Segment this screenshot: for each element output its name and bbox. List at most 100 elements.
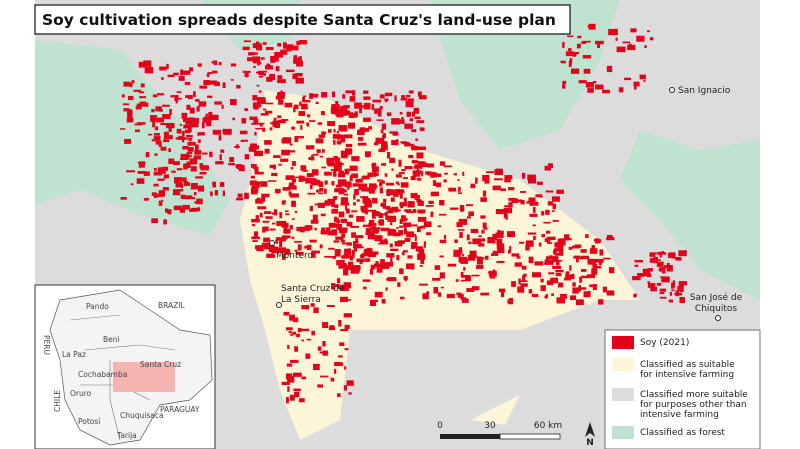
soy-patch — [251, 236, 260, 240]
soy-patch — [242, 46, 250, 51]
soy-patch — [658, 252, 667, 255]
soy-patch — [466, 288, 475, 292]
soy-patch — [371, 186, 374, 192]
soy-patch — [460, 279, 466, 282]
soy-patch — [162, 104, 170, 107]
soy-patch — [389, 243, 393, 248]
soy-patch — [340, 138, 346, 143]
soy-patch — [334, 252, 341, 257]
soy-patch — [396, 174, 402, 178]
soy-patch — [340, 218, 348, 223]
soy-patch — [417, 209, 426, 213]
place-label: Montero — [276, 251, 314, 261]
soy-patch — [256, 247, 264, 252]
soy-patch — [272, 222, 276, 225]
soy-patch — [677, 285, 681, 292]
soy-patch — [363, 96, 371, 100]
soy-patch — [334, 188, 343, 193]
soy-patch — [583, 291, 591, 298]
soy-patch — [380, 262, 390, 269]
soy-patch — [207, 72, 213, 75]
soy-patch — [236, 144, 239, 149]
soy-patch — [274, 188, 281, 194]
soy-patch — [309, 184, 313, 190]
soy-patch — [284, 44, 294, 49]
soy-patch — [243, 40, 251, 43]
soy-patch — [482, 190, 487, 197]
soy-patch — [374, 235, 383, 242]
soy-patch — [615, 37, 618, 41]
soy-patch — [538, 195, 543, 198]
soy-patch — [420, 225, 426, 229]
soy-patch — [236, 197, 244, 201]
soy-patch — [256, 84, 260, 87]
soy-patch — [387, 277, 395, 280]
soy-patch — [481, 229, 485, 234]
soy-patch — [163, 135, 173, 140]
soy-patch — [603, 257, 611, 260]
soy-patch — [133, 89, 142, 92]
soy-patch — [134, 129, 140, 133]
soy-patch — [317, 202, 325, 208]
soy-patch — [258, 70, 263, 76]
soy-patch — [271, 172, 278, 177]
soy-patch — [550, 277, 558, 284]
soy-patch — [286, 375, 293, 380]
soy-patch — [257, 206, 267, 210]
soy-patch — [602, 286, 607, 293]
soy-patch — [592, 248, 595, 254]
soy-patch — [439, 161, 446, 166]
soy-patch — [371, 197, 378, 204]
soy-patch — [270, 56, 279, 62]
soy-patch — [236, 84, 241, 89]
soy-patch — [564, 234, 570, 239]
soy-patch — [606, 65, 613, 73]
soy-patch — [306, 338, 312, 341]
soy-patch — [162, 114, 171, 120]
soy-patch — [253, 65, 256, 68]
soy-patch — [484, 255, 489, 260]
soy-patch — [374, 172, 379, 176]
soy-patch — [143, 60, 152, 67]
soy-patch — [356, 199, 360, 202]
soy-patch — [340, 150, 349, 157]
soy-patch — [548, 272, 555, 275]
soy-patch — [230, 79, 234, 81]
soy-patch — [399, 189, 405, 194]
soy-patch — [418, 162, 428, 168]
soy-patch — [183, 124, 191, 129]
soy-patch — [568, 60, 572, 67]
soy-patch — [310, 303, 315, 307]
soy-patch — [152, 94, 158, 98]
soy-patch — [280, 49, 288, 55]
inset-label: Tarija — [116, 431, 137, 440]
soy-patch — [346, 208, 350, 214]
soy-patch — [262, 42, 267, 45]
soy-patch — [634, 264, 639, 267]
soy-patch — [267, 148, 270, 154]
soy-patch — [376, 267, 383, 273]
soy-patch — [606, 234, 613, 240]
soy-patch — [330, 169, 337, 171]
soy-patch — [324, 255, 334, 258]
soy-patch — [486, 171, 494, 174]
soy-patch — [437, 225, 442, 228]
soy-patch — [251, 143, 255, 150]
soy-patch — [504, 205, 511, 208]
soy-patch — [153, 167, 157, 171]
soy-patch — [666, 262, 670, 267]
soy-patch — [273, 164, 277, 170]
soy-patch — [273, 209, 278, 216]
soy-patch — [480, 197, 487, 202]
soy-patch — [578, 80, 587, 84]
soy-patch — [364, 248, 373, 254]
soy-patch — [661, 251, 665, 254]
soy-patch — [212, 129, 222, 135]
soy-patch — [351, 232, 357, 238]
soy-patch — [649, 252, 657, 255]
soy-patch — [565, 271, 569, 275]
soy-patch — [259, 212, 263, 218]
soy-patch — [533, 236, 536, 241]
soy-patch — [433, 286, 439, 294]
soy-patch — [331, 181, 335, 186]
